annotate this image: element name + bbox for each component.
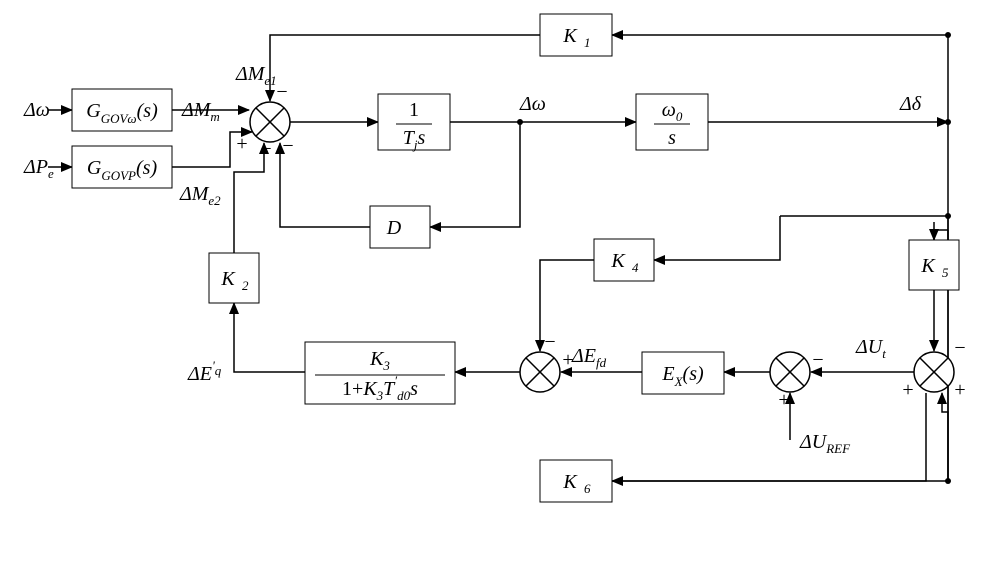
svg-text:+: + bbox=[902, 379, 913, 401]
svg-text:K: K bbox=[220, 268, 236, 290]
svg-text:+: + bbox=[236, 133, 247, 155]
block-Ggovw: GGOVω(s) bbox=[72, 89, 172, 131]
block-K1: K1 bbox=[540, 14, 612, 56]
summer-S3 bbox=[770, 352, 810, 392]
svg-text:K: K bbox=[562, 471, 578, 493]
label: Δω bbox=[519, 93, 546, 115]
svg-text:2: 2 bbox=[242, 278, 249, 293]
svg-text:+: + bbox=[778, 389, 789, 411]
summer-S4 bbox=[914, 352, 954, 392]
block-D: D bbox=[370, 206, 430, 248]
block-K5: K5 bbox=[909, 240, 959, 290]
label: ΔEfd bbox=[571, 345, 607, 370]
label: ΔMm bbox=[181, 99, 220, 124]
svg-text:1: 1 bbox=[584, 35, 591, 50]
svg-text:−: − bbox=[544, 331, 555, 353]
label: Δδ bbox=[899, 93, 922, 115]
svg-text:+: + bbox=[954, 379, 965, 401]
svg-text:−: − bbox=[282, 135, 293, 157]
block-K2: K2 bbox=[209, 253, 259, 303]
svg-text:1: 1 bbox=[409, 99, 419, 121]
block-K6: K6 bbox=[540, 460, 612, 502]
label: ΔPe bbox=[23, 156, 54, 181]
block-diagram: K1GGOVω(s)GGOVP(s)1Tjsω0sDK2K4K5K31+K3T′… bbox=[0, 0, 1000, 563]
label: ΔUREF bbox=[799, 431, 851, 456]
svg-text:−: − bbox=[954, 337, 965, 359]
svg-text:6: 6 bbox=[584, 481, 591, 496]
block-Ex: EX(s) bbox=[642, 352, 724, 394]
svg-text:5: 5 bbox=[942, 265, 949, 280]
block-Tj: 1Tjs bbox=[378, 94, 450, 152]
block-K4: K4 bbox=[594, 239, 654, 281]
svg-text:−: − bbox=[812, 349, 823, 371]
svg-text:K: K bbox=[920, 255, 936, 277]
label: ΔE'q bbox=[187, 358, 222, 385]
label: ΔMe2 bbox=[179, 183, 221, 208]
label: Δω bbox=[23, 99, 50, 121]
svg-text:K: K bbox=[562, 25, 578, 47]
block-K3: K31+K3T′d0s bbox=[305, 342, 455, 404]
svg-text:D: D bbox=[386, 217, 402, 239]
block-w0: ω0s bbox=[636, 94, 708, 150]
svg-text:−: − bbox=[276, 81, 287, 103]
svg-text:K: K bbox=[610, 250, 626, 272]
svg-text:4: 4 bbox=[632, 260, 639, 275]
svg-text:s: s bbox=[668, 127, 676, 149]
block-Ggovp: GGOVP(s) bbox=[72, 146, 172, 188]
label: ΔUt bbox=[855, 336, 886, 361]
svg-text:−: − bbox=[260, 138, 271, 160]
summer-S2 bbox=[520, 352, 560, 392]
